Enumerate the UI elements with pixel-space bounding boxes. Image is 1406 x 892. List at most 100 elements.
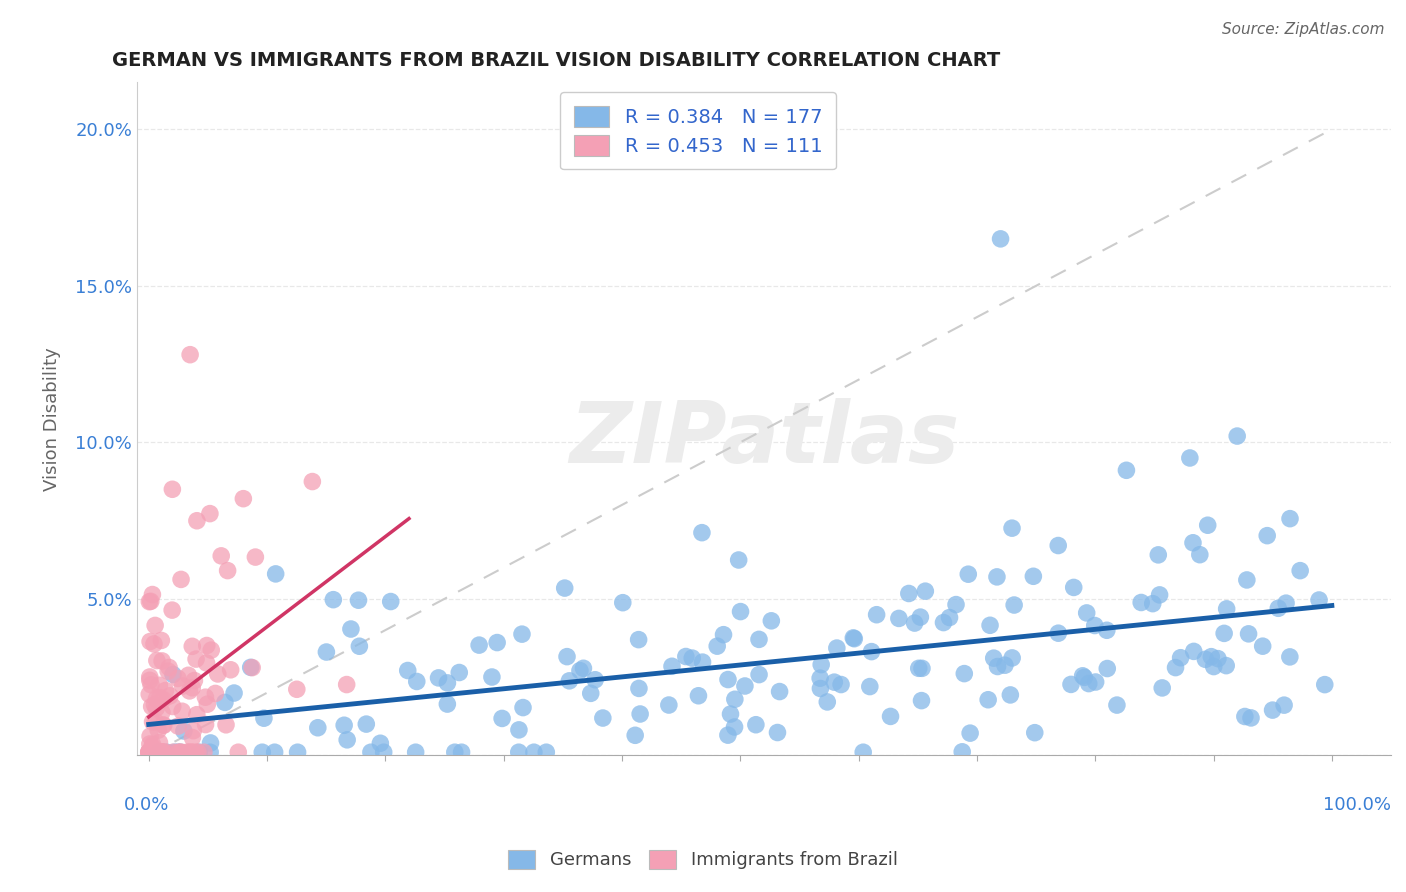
Point [508,745,530,759]
Point [245,550,267,565]
Point [1289,564,1312,578]
Point [1170,650,1192,665]
Point [336,732,359,747]
Point [167,672,190,686]
Point [155,745,177,759]
Point [181,723,204,738]
Point [179,348,201,362]
Point [583,673,606,687]
Point [200,643,222,657]
Point [153,718,176,732]
Point [768,684,790,698]
Point [139,678,162,692]
Point [214,695,236,709]
Point [808,671,831,685]
Point [405,674,427,689]
Point [572,661,595,675]
Point [172,704,194,718]
Point [724,692,747,706]
Point [193,745,215,759]
Point [143,618,166,632]
Point [1002,598,1025,612]
Point [1076,606,1098,620]
Point [340,622,363,636]
Point [145,745,167,759]
Point [139,670,162,684]
Point [1063,581,1085,595]
Point [1194,652,1216,666]
Point [1022,569,1045,583]
Point [139,729,162,743]
Point [141,699,163,714]
Point [240,660,263,674]
Point [512,700,534,714]
Point [449,665,471,680]
Point [148,745,170,759]
Point [914,584,936,599]
Point [748,632,770,647]
Point [264,566,287,581]
Point [897,586,920,600]
Point [155,683,177,698]
Point [1097,661,1119,675]
Point [859,680,882,694]
Point [138,745,160,759]
Point [1084,618,1107,632]
Point [658,698,681,712]
Point [138,745,160,759]
Point [1256,529,1278,543]
Point [436,697,458,711]
Point [370,736,392,750]
Point [1313,678,1336,692]
Point [1197,518,1219,533]
Point [148,723,170,738]
Point [232,491,254,506]
Point [1215,602,1237,616]
Point [1279,511,1302,525]
Point [1182,644,1205,658]
Point [139,737,162,751]
Point [145,701,167,715]
Y-axis label: Vision Disability: Vision Disability [44,347,60,491]
Point [910,693,932,707]
Point [720,707,742,722]
Point [612,596,634,610]
Point [1077,676,1099,690]
Point [239,660,262,674]
Point [852,745,875,759]
Point [307,721,329,735]
Point [148,745,170,759]
Point [143,637,166,651]
Point [194,690,217,705]
Text: GERMAN VS IMMIGRANTS FROM BRAZIL VISION DISABILITY CORRELATION CHART: GERMAN VS IMMIGRANTS FROM BRAZIL VISION … [112,51,1000,70]
Point [1226,429,1249,443]
Point [1000,688,1022,702]
Point [938,610,960,624]
Point [167,719,190,733]
Point [200,736,222,750]
Point [865,607,887,622]
Point [1278,649,1301,664]
Point [162,699,184,714]
Point [142,745,165,759]
Text: 100.0%: 100.0% [1323,796,1391,814]
Point [139,745,162,759]
Point [443,745,465,759]
Point [253,711,276,725]
Point [169,745,191,759]
Point [181,681,204,695]
Point [1233,709,1256,723]
Point [150,745,173,759]
Point [1201,649,1223,664]
Point [1261,703,1284,717]
Point [138,745,160,759]
Point [204,686,226,700]
Point [1164,660,1187,674]
Point [141,745,163,759]
Point [1001,521,1024,535]
Point [145,745,167,759]
Point [180,745,202,759]
Point [145,691,167,706]
Text: 0.0%: 0.0% [124,796,170,814]
Point [717,673,740,687]
